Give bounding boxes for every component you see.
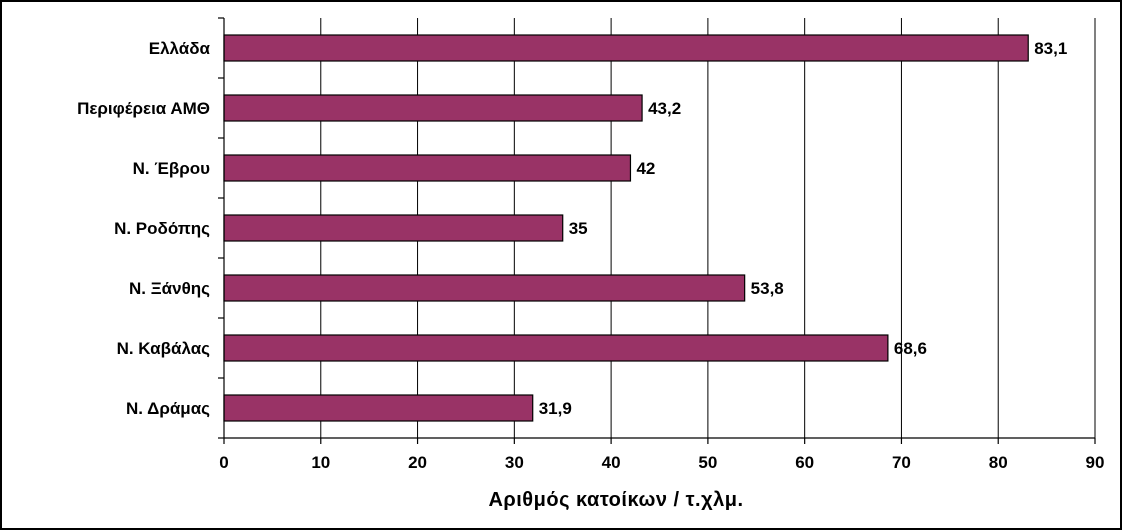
category-label: Ν. Δράμας bbox=[126, 399, 210, 418]
value-tick-label: 10 bbox=[311, 453, 330, 472]
value-tick-label: 50 bbox=[698, 453, 717, 472]
bar bbox=[223, 214, 564, 242]
data-label: 68,6 bbox=[894, 339, 927, 358]
bars: 83,1 43,2 42 35 53,8 68,6 31,9 bbox=[223, 34, 1067, 422]
category-label: Ν. Έβρου bbox=[133, 159, 211, 178]
gridlines bbox=[320, 18, 1096, 438]
bar bbox=[223, 394, 534, 422]
value-tick-label: 30 bbox=[505, 453, 524, 472]
value-tick-label: 70 bbox=[892, 453, 911, 472]
value-tick-label: 60 bbox=[795, 453, 814, 472]
data-label: 31,9 bbox=[539, 399, 572, 418]
data-label: 53,8 bbox=[751, 279, 784, 298]
data-label: 35 bbox=[569, 219, 588, 238]
category-label: Περιφέρεια ΑΜΘ bbox=[77, 99, 210, 118]
data-label: 43,2 bbox=[648, 99, 681, 118]
bar bbox=[223, 274, 746, 302]
value-tick-label: 90 bbox=[1086, 453, 1105, 472]
category-label: Ν. Ξάνθης bbox=[129, 279, 210, 298]
value-tick-label: 40 bbox=[602, 453, 621, 472]
bar bbox=[223, 334, 889, 362]
value-tick-label: 20 bbox=[408, 453, 427, 472]
category-label: Ν. Καβάλας bbox=[117, 339, 211, 358]
category-label: Ελλάδα bbox=[149, 39, 211, 58]
bar bbox=[223, 154, 632, 182]
bar bbox=[223, 34, 1029, 62]
category-axis: Ελλάδα Περιφέρεια ΑΜΘ Ν. Έβρου Ν. Ροδόπης Ν.… bbox=[77, 17, 225, 439]
value-tick-label: 0 bbox=[219, 453, 228, 472]
data-label: 42 bbox=[636, 159, 655, 178]
value-axis: 0 10 20 30 40 50 60 70 80 90 bbox=[219, 437, 1105, 472]
category-label: Ν. Ροδόπης bbox=[114, 219, 210, 238]
value-tick-label: 80 bbox=[989, 453, 1008, 472]
data-label: 83,1 bbox=[1034, 39, 1067, 58]
x-axis-title: Αριθμός κατοίκων / τ.χλμ. bbox=[488, 489, 743, 511]
bar bbox=[223, 94, 643, 122]
